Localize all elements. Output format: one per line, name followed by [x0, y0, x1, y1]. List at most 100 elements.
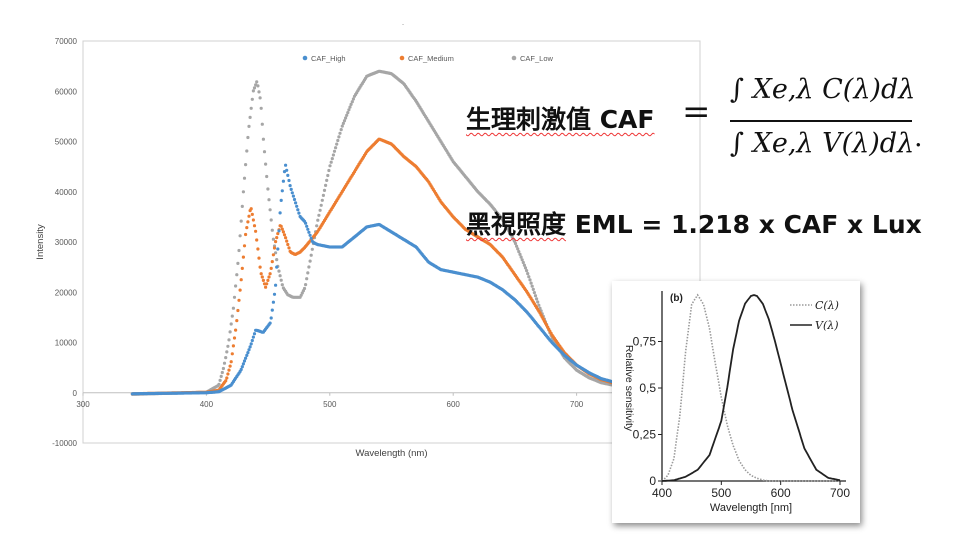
data-point — [274, 283, 278, 287]
x-tick-label: 500 — [323, 400, 337, 409]
data-point — [236, 261, 240, 265]
data-point — [275, 236, 279, 240]
y-tick-label: 0 — [73, 389, 78, 398]
data-point — [338, 131, 342, 135]
x-tick-label: 600 — [447, 400, 461, 409]
y-tick-label: 20000 — [55, 288, 78, 297]
data-point — [228, 330, 232, 334]
x-axis-title: Wavelength [nm] — [710, 502, 792, 514]
eml-equation: 黑視照度 EML = 1.218 x CAF x Lux — [466, 210, 922, 239]
data-point — [286, 173, 290, 177]
data-point — [256, 247, 260, 251]
x-tick-label: 400 — [200, 400, 214, 409]
data-point — [533, 294, 538, 298]
data-point — [240, 365, 244, 369]
data-point — [342, 119, 347, 123]
data-point — [258, 265, 262, 269]
legend-label: C(λ) — [815, 299, 839, 312]
data-point — [232, 336, 237, 340]
x-tick-label: 700 — [570, 400, 584, 409]
data-point — [238, 288, 242, 292]
data-point — [250, 97, 254, 101]
data-point — [347, 108, 351, 112]
data-point — [251, 218, 255, 222]
data-point — [513, 241, 518, 246]
data-point — [242, 359, 247, 363]
data-point — [308, 233, 312, 237]
data-point — [345, 113, 349, 117]
data-point — [276, 232, 280, 236]
data-point — [332, 149, 337, 153]
data-point — [318, 208, 322, 212]
data-point — [536, 300, 540, 304]
legend-label: CAF_High — [311, 54, 346, 63]
data-point — [307, 265, 311, 269]
data-point — [306, 227, 310, 231]
data-point — [280, 283, 284, 287]
fraction-bar — [730, 120, 912, 122]
data-point — [291, 194, 295, 198]
data-point — [523, 266, 528, 270]
data-point — [308, 259, 312, 263]
data-point — [341, 121, 345, 125]
data-point — [252, 224, 257, 228]
data-point — [287, 246, 291, 250]
data-point — [275, 258, 279, 262]
data-point — [276, 247, 280, 251]
data-point — [329, 160, 333, 164]
data-point — [286, 242, 290, 247]
data-point — [288, 184, 292, 188]
curve-V(λ) — [661, 294, 841, 482]
data-point — [325, 178, 329, 182]
data-point — [271, 253, 275, 257]
equation-period: . — [914, 122, 923, 153]
data-point — [247, 348, 251, 352]
y-tick-label: 0,5 — [639, 381, 656, 395]
y-tick-label: 60000 — [55, 87, 78, 96]
y-tick-label: -10000 — [52, 439, 77, 448]
data-point — [530, 284, 534, 288]
data-point — [272, 292, 277, 296]
data-point — [268, 208, 272, 212]
data-point — [351, 97, 355, 101]
data-point — [290, 191, 294, 195]
data-point — [225, 376, 229, 380]
data-point — [226, 372, 230, 376]
data-point — [349, 102, 353, 106]
data-point — [262, 282, 267, 286]
y-axis-title: Intensity — [35, 224, 46, 260]
data-point — [244, 356, 248, 360]
data-point — [520, 258, 524, 262]
data-point — [279, 224, 283, 228]
data-point — [515, 244, 519, 248]
data-point — [254, 229, 258, 233]
data-point — [309, 253, 313, 257]
data-point — [220, 370, 224, 375]
data-point — [304, 283, 308, 287]
data-point — [317, 213, 321, 217]
data-point — [241, 190, 245, 194]
data-point — [328, 164, 332, 168]
data-point — [259, 272, 263, 276]
data-point — [270, 308, 274, 312]
data-point — [310, 247, 314, 251]
data-point — [324, 183, 328, 187]
data-point — [242, 244, 247, 248]
data-point — [230, 314, 234, 318]
data-point — [269, 266, 273, 270]
data-point — [218, 378, 222, 382]
data-point — [322, 188, 327, 192]
data-point — [304, 221, 308, 225]
data-point — [336, 138, 340, 143]
data-point — [229, 322, 233, 326]
data-point — [221, 366, 225, 371]
data-point — [222, 361, 227, 365]
data-point — [316, 218, 320, 222]
data-point — [292, 197, 297, 202]
data-point — [281, 179, 285, 183]
y-tick-label: 0,25 — [633, 428, 657, 442]
data-point — [249, 342, 253, 346]
data-point — [267, 275, 271, 279]
data-point — [278, 211, 282, 215]
